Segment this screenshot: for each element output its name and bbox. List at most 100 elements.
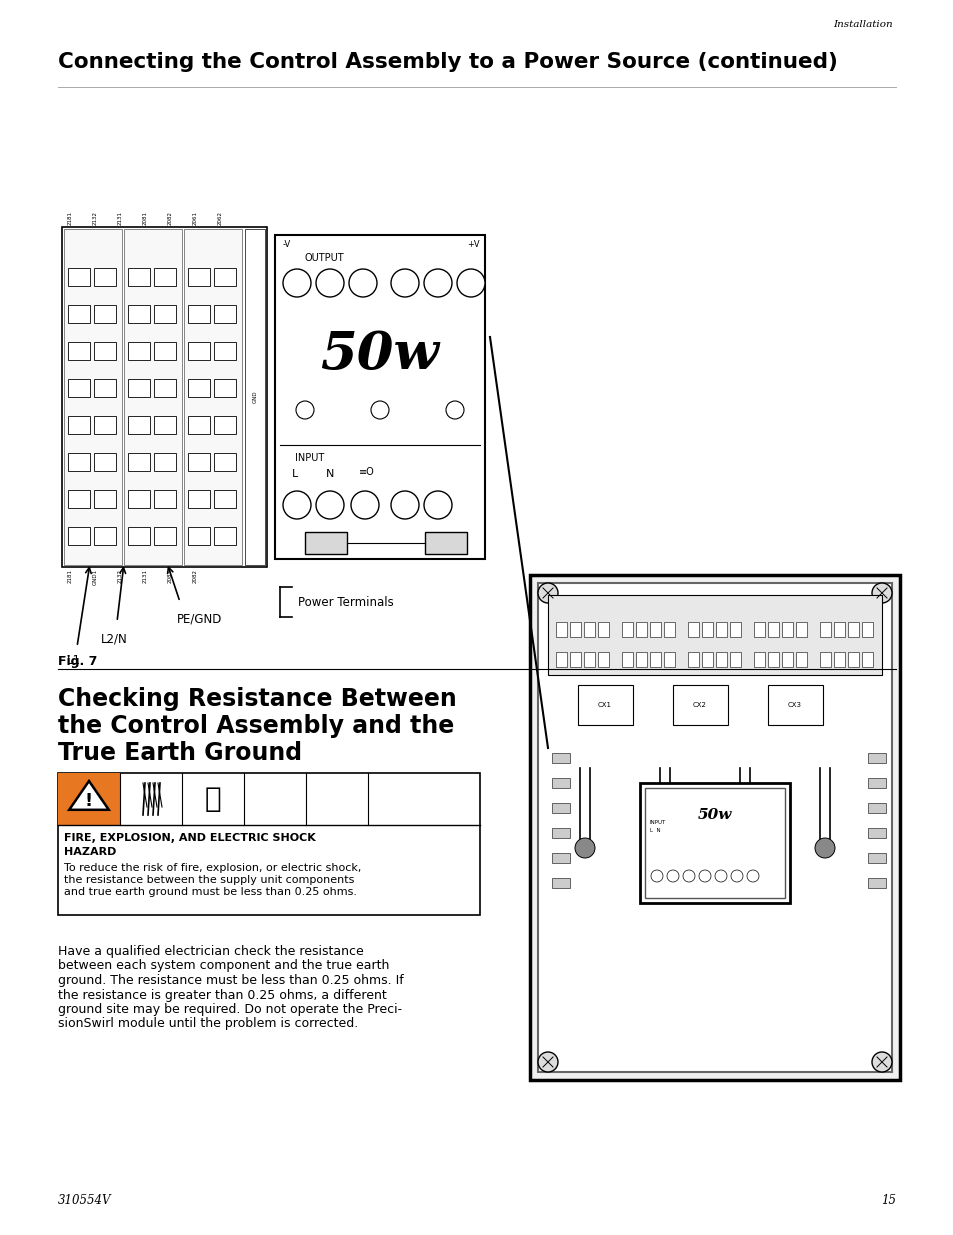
- Text: 2132: 2132: [92, 211, 97, 225]
- Text: 2082: 2082: [193, 569, 197, 583]
- Bar: [213, 342, 235, 359]
- Bar: [820, 622, 830, 637]
- Bar: [663, 652, 675, 667]
- Circle shape: [349, 269, 376, 296]
- Circle shape: [699, 869, 710, 882]
- Text: 50w: 50w: [320, 330, 439, 380]
- Bar: [753, 652, 764, 667]
- Text: Fig. 7: Fig. 7: [58, 655, 97, 668]
- Circle shape: [315, 492, 344, 519]
- Bar: [188, 453, 210, 471]
- Bar: [153, 416, 175, 433]
- Text: GND: GND: [253, 390, 257, 404]
- Text: Connecting the Control Assembly to a Power Source (continued): Connecting the Control Assembly to a Pow…: [58, 52, 837, 72]
- Bar: [547, 595, 882, 676]
- Bar: [62, 227, 267, 567]
- Circle shape: [391, 269, 418, 296]
- Circle shape: [871, 1052, 891, 1072]
- Bar: [153, 490, 175, 508]
- Text: 2062: 2062: [217, 211, 222, 225]
- Circle shape: [650, 869, 662, 882]
- Text: 2081: 2081: [168, 569, 172, 583]
- Bar: [556, 622, 566, 637]
- Circle shape: [537, 583, 558, 603]
- Bar: [213, 490, 235, 508]
- Bar: [128, 379, 150, 396]
- Bar: [245, 228, 265, 564]
- Text: 2131: 2131: [117, 211, 122, 225]
- Text: INPUT: INPUT: [294, 453, 324, 463]
- Text: !: !: [85, 792, 93, 810]
- Text: GND1: GND1: [92, 569, 97, 585]
- Circle shape: [391, 492, 418, 519]
- Text: Power Terminals: Power Terminals: [297, 595, 394, 609]
- Bar: [94, 342, 116, 359]
- Text: INPUT: INPUT: [649, 820, 665, 825]
- Bar: [649, 652, 660, 667]
- Bar: [153, 342, 175, 359]
- Bar: [687, 622, 699, 637]
- Bar: [552, 803, 569, 813]
- Bar: [68, 527, 90, 545]
- Bar: [68, 453, 90, 471]
- Bar: [569, 652, 580, 667]
- Bar: [867, 803, 885, 813]
- Circle shape: [315, 269, 344, 296]
- Bar: [701, 652, 712, 667]
- Text: sionSwirl module until the problem is corrected.: sionSwirl module until the problem is co…: [58, 1018, 358, 1030]
- Bar: [867, 853, 885, 863]
- Text: OUTPUT: OUTPUT: [305, 253, 344, 263]
- Bar: [274, 235, 484, 559]
- Bar: [552, 853, 569, 863]
- Bar: [188, 416, 210, 433]
- Text: FIRE, EXPLOSION, AND ELECTRIC SHOCK: FIRE, EXPLOSION, AND ELECTRIC SHOCK: [64, 832, 315, 844]
- Text: 2061: 2061: [193, 211, 197, 225]
- Circle shape: [295, 401, 314, 419]
- Text: HAZARD: HAZARD: [64, 847, 116, 857]
- Text: 310554V: 310554V: [58, 1194, 112, 1207]
- Bar: [552, 753, 569, 763]
- Bar: [68, 490, 90, 508]
- Bar: [598, 622, 608, 637]
- Bar: [188, 490, 210, 508]
- Bar: [124, 228, 182, 564]
- Bar: [68, 379, 90, 396]
- Bar: [188, 305, 210, 324]
- Bar: [781, 622, 792, 637]
- Bar: [621, 622, 633, 637]
- Bar: [687, 652, 699, 667]
- Polygon shape: [70, 781, 109, 810]
- Circle shape: [283, 269, 311, 296]
- Text: 2082: 2082: [168, 211, 172, 225]
- Bar: [767, 652, 779, 667]
- Bar: [636, 652, 646, 667]
- Text: PE/GND: PE/GND: [177, 613, 222, 625]
- Bar: [68, 268, 90, 287]
- Bar: [213, 416, 235, 433]
- Bar: [94, 490, 116, 508]
- Bar: [663, 622, 675, 637]
- Bar: [188, 268, 210, 287]
- Bar: [213, 268, 235, 287]
- Bar: [862, 622, 872, 637]
- Bar: [128, 453, 150, 471]
- Circle shape: [371, 401, 389, 419]
- Circle shape: [423, 269, 452, 296]
- Text: between each system component and the true earth: between each system component and the tr…: [58, 960, 389, 972]
- Bar: [94, 527, 116, 545]
- Bar: [867, 753, 885, 763]
- Text: the resistance is greater than 0.25 ohms, a different: the resistance is greater than 0.25 ohms…: [58, 988, 386, 1002]
- Bar: [767, 685, 822, 725]
- Text: ≡O: ≡O: [358, 467, 375, 477]
- Bar: [153, 453, 175, 471]
- Bar: [583, 652, 595, 667]
- Bar: [64, 228, 122, 564]
- Bar: [867, 778, 885, 788]
- Bar: [621, 652, 633, 667]
- Bar: [552, 827, 569, 839]
- Bar: [128, 416, 150, 433]
- Bar: [716, 652, 726, 667]
- Text: L2/N: L2/N: [100, 632, 128, 645]
- Text: 2131: 2131: [142, 569, 148, 583]
- Text: -V: -V: [283, 240, 291, 249]
